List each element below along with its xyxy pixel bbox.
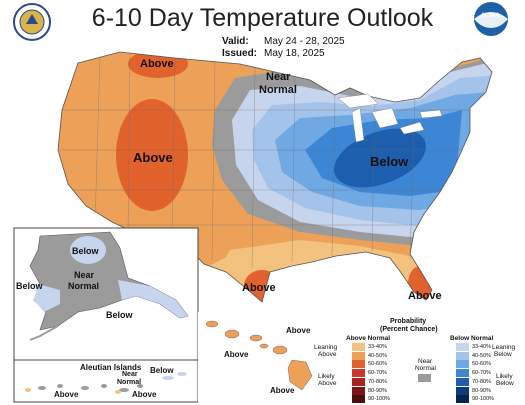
label-aleutian-near-line1: Near: [122, 371, 138, 378]
label-hawaii-above-1: Above: [286, 326, 311, 335]
label-alaska-below-southeast: Below: [106, 310, 133, 320]
label-alaska-near-line2: Normal: [68, 281, 100, 291]
legend-title-line2: (Percent Chance): [380, 326, 438, 333]
conus-outline: [57, 51, 493, 303]
conus-above-50-60-west-area: [116, 99, 188, 211]
legend-below-swatch-6: [456, 395, 469, 404]
legend-leaning-above-line2: Above: [318, 351, 337, 358]
legend-below-range-label-2: 50-60%: [472, 361, 491, 368]
legend-near-line1: Near: [418, 358, 433, 365]
label-hawaii-above-3: Above: [270, 386, 295, 395]
label-alaska-near-line1: Near: [74, 270, 95, 280]
label-aleutian-below: Below: [150, 366, 174, 375]
legend-below-range-label-3: 60-70%: [472, 370, 491, 377]
label-alaska-below-west: Below: [16, 281, 43, 291]
legend-above-range-label-4: 70-80%: [368, 378, 387, 385]
legend-below-swatch-1: [456, 351, 469, 360]
valid-dates: Valid: May 24 - 28, 2025: [222, 36, 345, 47]
label-near-normal-line1: Near: [266, 71, 291, 83]
label-aleutian-above-1: Above: [54, 390, 79, 399]
legend-above-range-label-5: 80-90%: [368, 387, 387, 394]
issued-value: May 18, 2025: [264, 48, 325, 59]
probability-legend: Probability (Percent Chance) Above Norma…: [314, 318, 524, 404]
legend-likely-above-line1: Likely: [318, 373, 335, 380]
legend-leaning-below-line1: Leaning: [492, 344, 516, 351]
hawaii-inset: [198, 312, 322, 402]
legend-below-swatch-0: [456, 343, 469, 351]
great-lakes: [337, 93, 443, 143]
legend-above-range-label-1: 40-50%: [368, 352, 387, 359]
label-above-west: Above: [133, 150, 173, 165]
noaa-commerce-seal-icon: [13, 3, 51, 41]
legend-leaning-below-line2: Below: [494, 351, 512, 358]
legend-below-range-label-1: 40-50%: [472, 352, 491, 359]
alaska-inset: [13, 227, 199, 361]
legend-below-header: Below Normal: [450, 335, 494, 342]
legend-leaning-above-line1: Leaning: [314, 344, 338, 351]
legend-below-swatch-4: [456, 377, 469, 386]
legend-above-range-label-0: 33-40%: [368, 344, 387, 350]
legend-below-swatch-2: [456, 360, 469, 369]
legend-below-range-label-4: 70-80%: [472, 378, 491, 385]
legend-below-swatch-3: [456, 369, 469, 378]
legend-title-line1: Probability: [390, 318, 427, 325]
legend-below-range-label-5: 80-90%: [472, 387, 491, 394]
label-aleutian-above-2: Above: [132, 390, 157, 399]
legend-above-range-label-3: 60-70%: [368, 370, 387, 377]
legend-above-swatch-1: [352, 351, 365, 360]
issued-date: Issued: May 18, 2025: [222, 48, 325, 59]
valid-label: Valid:: [222, 36, 249, 47]
legend-below-swatch-5: [456, 386, 469, 395]
legend-above-swatch-2: [352, 360, 365, 369]
legend-above-swatch-3: [352, 369, 365, 378]
state-borders: [60, 54, 480, 269]
legend-above-header: Above Normal: [346, 335, 391, 342]
noaa-logo-icon: [474, 2, 508, 36]
label-above-north: Above: [140, 58, 174, 70]
legend-near-line2: Normal: [415, 365, 436, 372]
label-alaska-below: Below: [72, 246, 99, 256]
label-above-florida: Above: [408, 290, 442, 302]
label-above-south: Above: [242, 282, 276, 294]
issued-label: Issued:: [222, 48, 258, 59]
legend-above-swatch-4: [352, 377, 365, 386]
label-aleutian-near-line2: Normal: [117, 379, 142, 386]
label-below: Below: [370, 154, 409, 169]
legend-above-swatch-5: [352, 386, 365, 395]
legend-above-swatch-0: [352, 343, 365, 351]
noaa-logo-text: NOAA: [482, 13, 500, 19]
label-aleutian-title: Aleutian Islands: [80, 363, 142, 372]
legend-likely-below-line1: Likely: [496, 373, 513, 380]
valid-value: May 24 - 28, 2025: [264, 36, 345, 47]
legend-above-swatch-6: [352, 395, 365, 404]
legend-above-range-label-6: 90-100%: [368, 396, 391, 403]
legend-likely-above-line2: Above: [318, 380, 337, 387]
legend-below-range-label-6: 90-100%: [472, 396, 495, 403]
conus-below-70-80-area: [334, 128, 426, 188]
label-near-normal-line2: Normal: [259, 84, 297, 96]
legend-likely-below-line2: Below: [496, 380, 514, 387]
legend-swatch-near-normal: [418, 374, 431, 382]
page-title: 6-10 Day Temperature Outlook: [91, 4, 434, 32]
legend-below-range-label-0: 33-40%: [472, 344, 491, 350]
label-hawaii-above-2: Above: [224, 350, 249, 359]
legend-above-range-label-2: 50-60%: [368, 361, 387, 368]
